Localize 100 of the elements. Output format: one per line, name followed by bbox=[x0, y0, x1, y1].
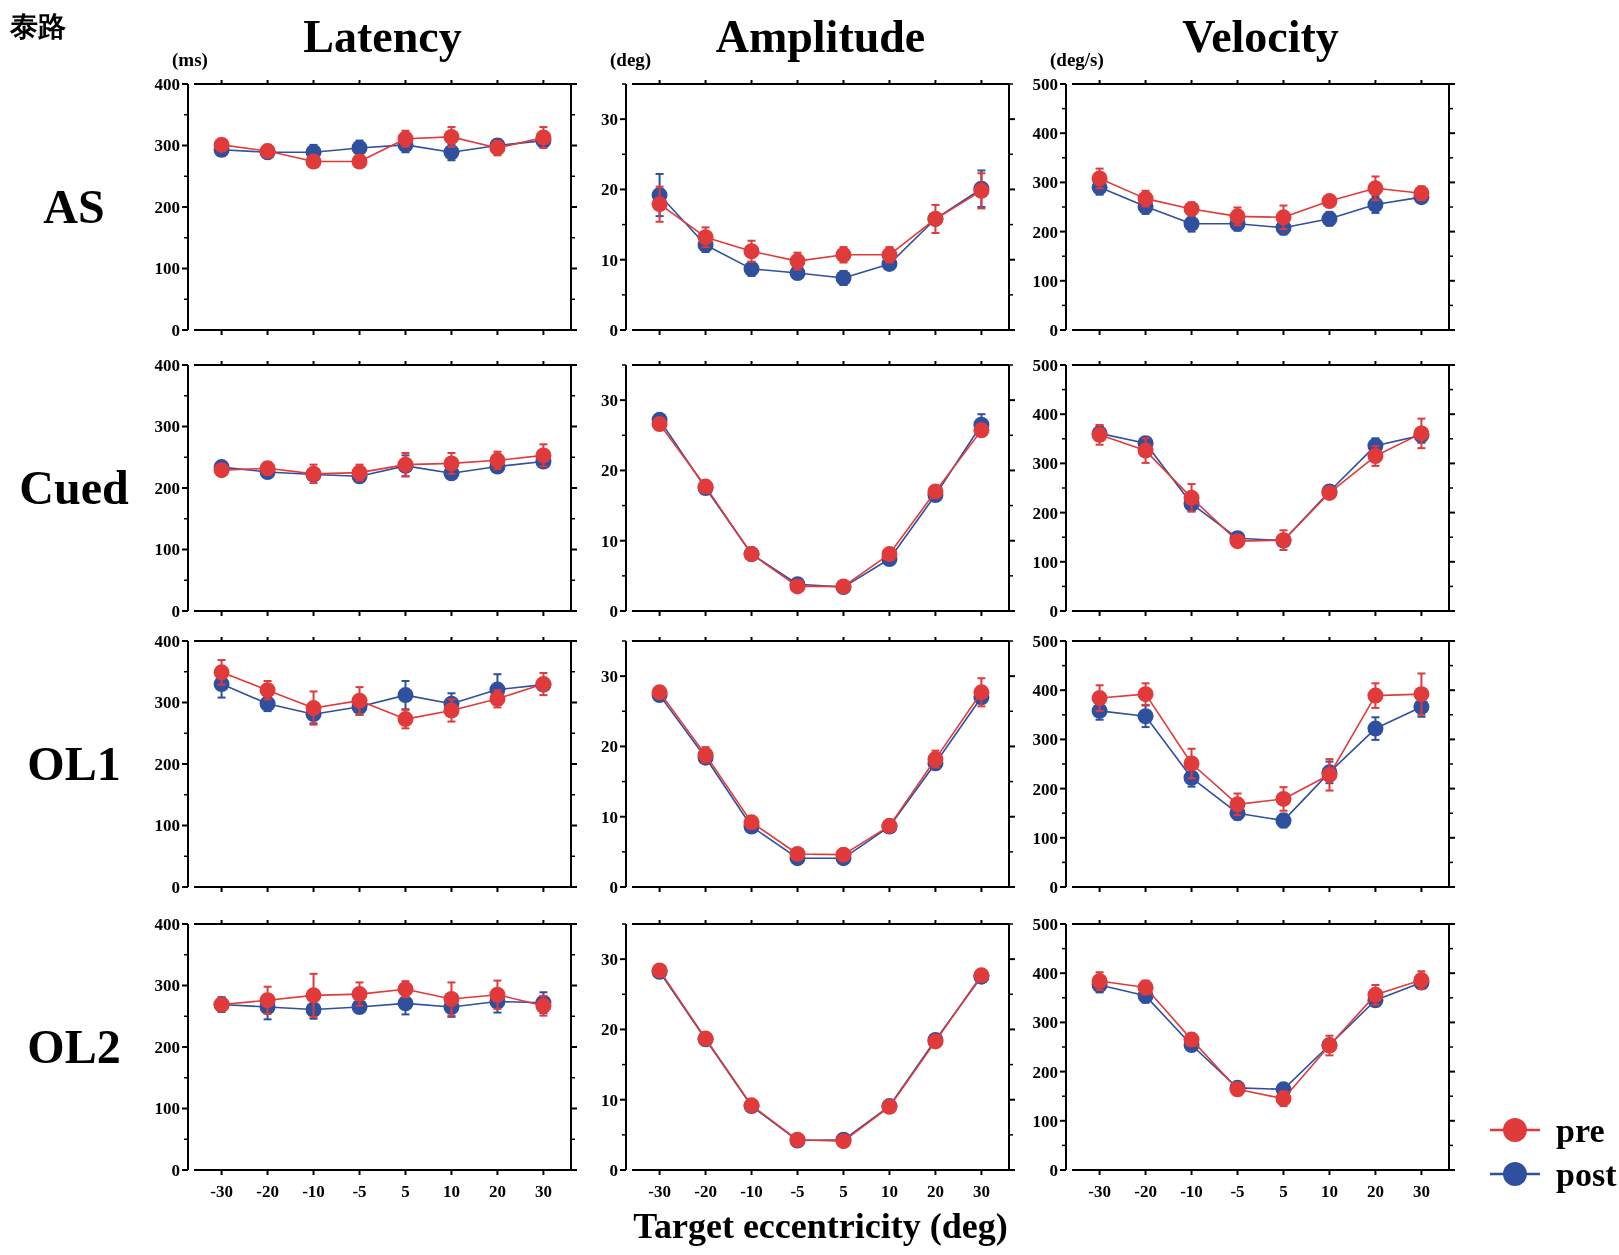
point bbox=[789, 845, 806, 862]
y-tick-label: 400 bbox=[154, 914, 180, 934]
y-tick-label: 400 bbox=[1032, 681, 1058, 701]
y-tick-label: 400 bbox=[1032, 964, 1058, 984]
y-tick-label: 0 bbox=[1049, 1160, 1058, 1180]
y-tick-label: 200 bbox=[1032, 779, 1058, 799]
chart-title: Latency bbox=[303, 11, 462, 62]
x-tick-label: -5 bbox=[790, 1182, 805, 1201]
y-tick-label: 0 bbox=[1049, 601, 1058, 621]
text: AS bbox=[43, 180, 105, 233]
point bbox=[443, 455, 460, 472]
y-tick-label: 300 bbox=[1032, 1013, 1058, 1033]
y-axis-title: (deg) bbox=[610, 49, 652, 71]
x-tick-label: -30 bbox=[648, 1182, 671, 1201]
point bbox=[651, 196, 668, 213]
y-tick-label: 0 bbox=[1049, 877, 1058, 897]
point bbox=[1183, 489, 1200, 506]
text: Cued bbox=[19, 461, 129, 514]
y-axis-title: (deg/s) bbox=[1050, 49, 1104, 71]
x-tick-label: 20 bbox=[926, 1182, 944, 1201]
y-tick-label: 0 bbox=[609, 877, 618, 897]
y-tick-label: 200 bbox=[1032, 222, 1058, 242]
y-tick-label: 100 bbox=[1032, 552, 1058, 572]
point bbox=[535, 447, 552, 464]
chart-title: Amplitude bbox=[715, 11, 926, 62]
point bbox=[351, 153, 368, 170]
y-tick-label: 0 bbox=[609, 1160, 618, 1180]
y-tick-label: 200 bbox=[1032, 503, 1058, 523]
x-tick-label: 10 bbox=[880, 1182, 898, 1201]
x-axis-title: Target eccentricity (deg) bbox=[633, 1206, 1008, 1246]
point bbox=[489, 986, 506, 1003]
x-tick-label: 10 bbox=[442, 1182, 460, 1201]
y-tick-label: 500 bbox=[1032, 631, 1058, 651]
point bbox=[1321, 193, 1338, 210]
y-tick-label: 0 bbox=[1049, 320, 1058, 340]
x-tick-label: 30 bbox=[534, 1182, 552, 1201]
y-tick-label: 20 bbox=[601, 1020, 618, 1040]
y-tick-label: 500 bbox=[1032, 355, 1058, 375]
point bbox=[1367, 180, 1384, 197]
y-tick-label: 300 bbox=[1032, 454, 1058, 474]
y-tick-label: 200 bbox=[154, 478, 180, 498]
y-tick-label: 500 bbox=[1032, 74, 1058, 94]
x-tick-label: 5 bbox=[839, 1182, 848, 1201]
point bbox=[1413, 686, 1430, 703]
y-tick-label: 300 bbox=[154, 136, 180, 156]
point bbox=[397, 687, 414, 704]
point bbox=[1275, 209, 1292, 226]
y-tick-label: 0 bbox=[171, 320, 180, 340]
y-tick-label: 0 bbox=[171, 877, 180, 897]
y-tick-label: 10 bbox=[601, 250, 618, 270]
point bbox=[259, 992, 276, 1009]
point bbox=[1367, 687, 1384, 704]
y-tick-label: 200 bbox=[154, 754, 180, 774]
legend-label: post bbox=[1556, 1155, 1618, 1193]
y-tick-label: 100 bbox=[1032, 828, 1058, 848]
y-tick-label: 100 bbox=[1032, 271, 1058, 291]
chart-title: Velocity bbox=[1182, 11, 1339, 62]
x-tick-label: -30 bbox=[210, 1182, 233, 1201]
point bbox=[351, 692, 368, 709]
x-tick-label: -20 bbox=[694, 1182, 717, 1201]
point bbox=[1367, 720, 1384, 737]
point bbox=[973, 422, 990, 439]
point bbox=[1137, 708, 1154, 725]
x-tick-label: -5 bbox=[352, 1182, 367, 1201]
x-tick-label: 20 bbox=[1366, 1182, 1384, 1201]
y-tick-label: 10 bbox=[601, 531, 618, 551]
y-tick-label: 200 bbox=[1032, 1062, 1058, 1082]
y-tick-label: 400 bbox=[1032, 405, 1058, 425]
y-tick-label: 400 bbox=[1032, 124, 1058, 144]
legend-label: pre bbox=[1556, 1111, 1605, 1149]
point bbox=[305, 987, 322, 1004]
x-tick-label: 5 bbox=[1279, 1182, 1288, 1201]
y-tick-label: 10 bbox=[601, 1090, 618, 1110]
point bbox=[1229, 796, 1246, 813]
y-tick-label: 400 bbox=[154, 631, 180, 651]
point bbox=[927, 483, 944, 500]
y-tick-label: 100 bbox=[154, 816, 180, 836]
y-tick-label: 500 bbox=[1032, 914, 1058, 934]
y-tick-label: 200 bbox=[154, 197, 180, 217]
x-tick-label: 5 bbox=[401, 1182, 410, 1201]
x-tick-label: -10 bbox=[1180, 1182, 1203, 1201]
x-tick-label: 20 bbox=[488, 1182, 506, 1201]
y-tick-label: 100 bbox=[1032, 1111, 1058, 1131]
y-tick-label: 400 bbox=[154, 355, 180, 375]
point bbox=[1137, 686, 1154, 703]
point bbox=[1183, 1031, 1200, 1048]
x-tick-label: 10 bbox=[1320, 1182, 1338, 1201]
x-tick-label: 30 bbox=[972, 1182, 990, 1201]
point bbox=[443, 991, 460, 1008]
y-tick-label: 300 bbox=[1032, 173, 1058, 193]
y-tick-label: 20 bbox=[601, 461, 618, 481]
point bbox=[443, 702, 460, 719]
y-tick-label: 30 bbox=[601, 110, 618, 130]
x-tick-label: -30 bbox=[1088, 1182, 1111, 1201]
x-tick-label: -20 bbox=[256, 1182, 279, 1201]
y-tick-label: 20 bbox=[601, 180, 618, 200]
x-tick-label: 30 bbox=[1412, 1182, 1430, 1201]
point bbox=[881, 546, 898, 563]
point bbox=[305, 700, 322, 717]
point bbox=[213, 664, 230, 681]
